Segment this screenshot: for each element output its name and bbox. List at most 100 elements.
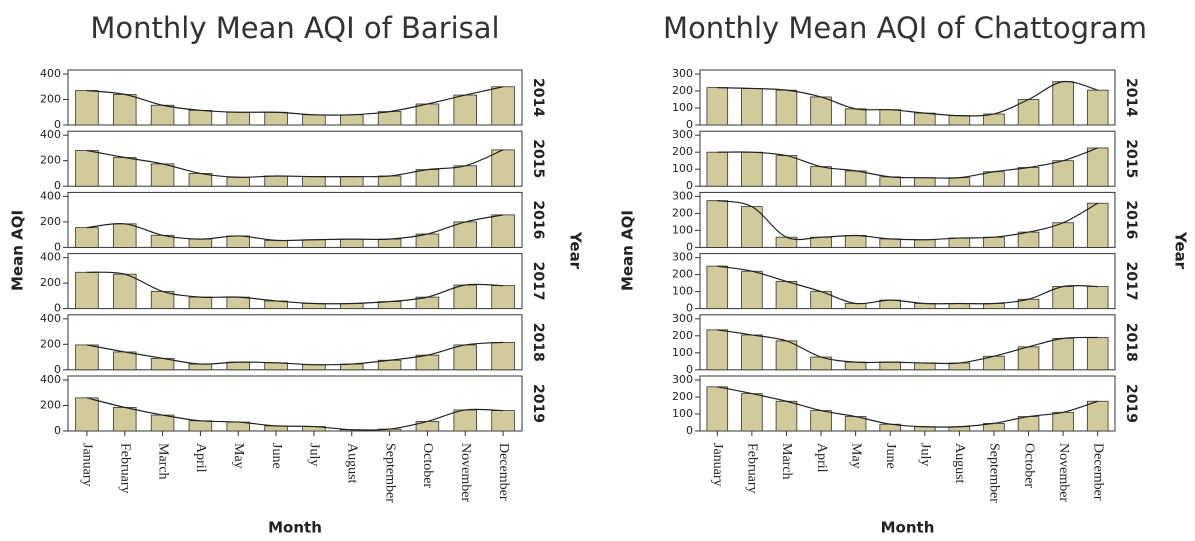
x-axis-label: Month — [268, 519, 322, 537]
facet-year: 2015 — [1123, 139, 1139, 178]
bar — [339, 238, 364, 248]
bar — [706, 151, 729, 187]
bar — [1052, 286, 1074, 310]
x-tick-label: June — [269, 443, 284, 469]
y-tick-label: 400 — [40, 128, 61, 141]
x-axis-label: Month — [881, 519, 935, 537]
bar — [491, 149, 515, 187]
bar — [1052, 337, 1074, 371]
bar — [844, 108, 867, 126]
bar — [226, 111, 250, 126]
bar — [264, 362, 288, 371]
bar — [339, 176, 364, 187]
bar — [415, 169, 440, 187]
x-tick-label: October — [1021, 443, 1036, 488]
y-tick-label: 300 — [672, 189, 693, 202]
x-tick-label: March — [779, 443, 794, 480]
panel-frame — [699, 314, 1116, 371]
y-tick-label: 0 — [54, 240, 61, 253]
facet-year: 2019 — [1123, 384, 1139, 423]
bar — [226, 235, 250, 248]
y-tick-label: 200 — [40, 399, 61, 412]
bar — [188, 173, 213, 187]
y-tick-label: 0 — [686, 302, 693, 315]
facet-year: 2016 — [1123, 200, 1139, 239]
panel-frame — [67, 191, 523, 248]
x-tick-label: October — [420, 443, 435, 488]
bar — [264, 111, 288, 126]
bar — [226, 176, 250, 187]
y-tick-label: 300 — [672, 251, 693, 264]
bar — [1017, 167, 1040, 187]
bar — [1052, 81, 1074, 126]
panel-frame — [699, 191, 1116, 248]
bar — [453, 221, 477, 248]
facet-year: 2017 — [1123, 262, 1139, 301]
bar — [879, 109, 901, 126]
y-tick-label: 100 — [672, 407, 693, 420]
bar — [302, 239, 326, 248]
bar — [844, 170, 867, 187]
y-tick-label: 0 — [686, 240, 693, 253]
bar — [113, 407, 137, 432]
x-tick-label: June — [883, 443, 898, 469]
trend-line — [717, 200, 1099, 241]
panel-frame — [699, 69, 1116, 126]
y-tick-label: 0 — [54, 118, 61, 131]
bar — [75, 90, 99, 126]
bar — [706, 200, 729, 248]
bar — [1086, 202, 1109, 248]
y-tick-label: 200 — [672, 84, 693, 97]
bar — [1086, 400, 1109, 432]
panel-frame — [699, 253, 1116, 310]
bar — [188, 363, 213, 371]
bar — [741, 393, 763, 432]
bar — [150, 104, 175, 126]
bar — [113, 351, 137, 371]
bar — [844, 361, 867, 371]
bar — [775, 89, 798, 126]
bar — [1052, 222, 1074, 248]
y-tick-label: 300 — [672, 128, 693, 141]
x-tick-label: September — [382, 443, 397, 503]
y-tick-label: 100 — [672, 285, 693, 298]
bar — [75, 150, 99, 187]
x-tick-label: January — [80, 443, 95, 487]
y-tick-label: 0 — [54, 179, 61, 192]
bar — [810, 236, 832, 248]
bar — [415, 354, 440, 371]
y-tick-label: 200 — [40, 215, 61, 228]
y-tick-label: 100 — [672, 101, 693, 114]
bar — [775, 155, 798, 187]
bar — [453, 344, 477, 371]
x-tick-label: December — [496, 443, 511, 501]
trend-line — [86, 397, 504, 431]
y-tick-label: 300 — [672, 312, 693, 325]
bar — [226, 421, 250, 432]
bar — [150, 414, 175, 432]
bar — [188, 296, 213, 310]
bar — [1052, 411, 1074, 432]
y-tick-label: 300 — [672, 67, 693, 80]
facet-year: 2014 — [1123, 78, 1139, 117]
y-tick-label: 0 — [686, 179, 693, 192]
y-tick-label: 200 — [40, 154, 61, 167]
y-tick-label: 200 — [40, 93, 61, 106]
trend-line — [717, 265, 1098, 305]
y-tick-label: 200 — [40, 276, 61, 289]
panel-frame — [67, 375, 523, 432]
bar — [706, 329, 729, 371]
bar — [113, 273, 137, 309]
bar — [914, 177, 936, 187]
bar — [226, 296, 250, 310]
facet-year: 2019 — [530, 384, 546, 423]
panel-frame — [67, 69, 523, 126]
y-tick-label: 200 — [672, 206, 693, 219]
facet-axis-label: Year — [1172, 231, 1190, 270]
bar — [188, 109, 213, 126]
bar — [741, 270, 763, 310]
bar — [879, 361, 901, 371]
x-tick-label: April — [814, 443, 829, 473]
bar — [377, 175, 402, 187]
y-tick-label: 400 — [40, 312, 61, 325]
